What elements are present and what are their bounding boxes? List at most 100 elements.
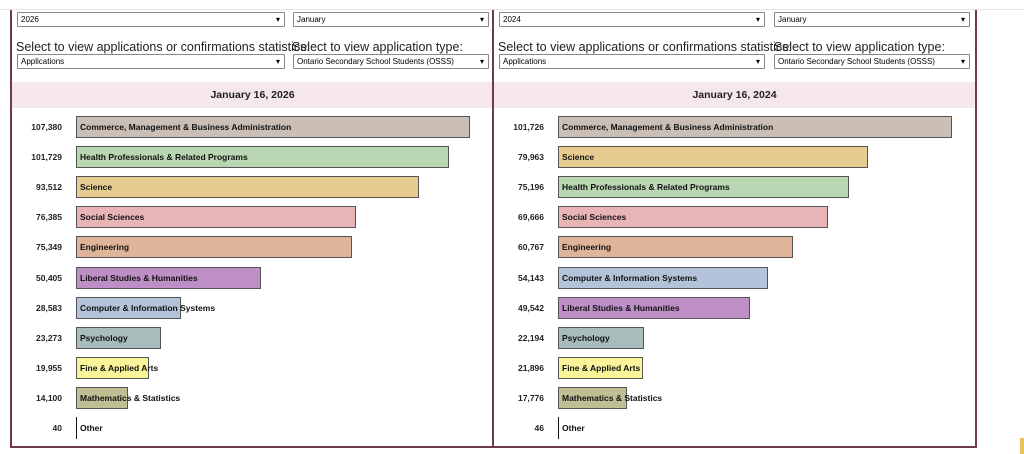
bar-row: 69,666 Social Sciences — [494, 206, 975, 229]
bar[interactable] — [558, 176, 850, 199]
category-label: Psychology — [562, 332, 610, 343]
value-label: 14,100 — [36, 392, 62, 403]
value-label: 23,273 — [36, 332, 62, 343]
bar[interactable] — [558, 146, 868, 169]
month-select[interactable]: January — [293, 12, 489, 27]
category-label: Health Professionals & Related Programs — [562, 182, 730, 193]
stats-select[interactable]: Applications — [17, 54, 285, 69]
value-label: 21,896 — [518, 362, 544, 373]
stats-label: Select to view applications or confirmat… — [16, 40, 310, 54]
app-type-select[interactable]: Ontario Secondary School Students (OSSS) — [774, 54, 970, 69]
bar[interactable] — [558, 386, 627, 409]
bar[interactable] — [558, 266, 768, 289]
category-label: Engineering — [80, 242, 130, 253]
value-label: 69,666 — [518, 212, 544, 223]
value-label: 93,512 — [36, 182, 62, 193]
category-label: Other — [562, 423, 585, 433]
bar-row: 101,726 Commerce, Management & Business A… — [494, 116, 975, 138]
bar-row: 21,896 Fine & Applied Arts — [494, 356, 975, 379]
bar[interactable] — [76, 266, 261, 289]
bar-row: 19,955 Fine & Applied Arts — [12, 356, 493, 379]
category-label: Science — [562, 152, 595, 163]
month-select[interactable]: January — [774, 12, 970, 27]
value-label: 46 — [534, 423, 544, 433]
bar-row: 14,100 Mathematics & Statistics — [12, 386, 493, 409]
value-label: 101,726 — [513, 122, 544, 132]
value-label: 101,729 — [31, 152, 62, 163]
bar[interactable] — [558, 326, 644, 349]
bar-row: 40 Other — [12, 417, 493, 439]
bar[interactable] — [558, 116, 952, 138]
bar-row: 107,380 Commerce, Management & Business A… — [12, 116, 493, 138]
category-label: Commerce, Management & Business Administ… — [80, 122, 292, 132]
chart-panel-left: 2026 January Select to view applications… — [10, 10, 493, 448]
top-divider — [0, 9, 1024, 10]
bar[interactable] — [76, 176, 420, 199]
category-label: Health Professionals & Related Programs — [80, 152, 248, 163]
category-label: Liberal Studies & Humanities — [562, 302, 680, 313]
bar[interactable] — [76, 206, 357, 229]
category-label: Other — [80, 423, 103, 433]
category-label: Computer & Information Systems — [562, 272, 698, 283]
type-label: Select to view application type: — [292, 40, 463, 54]
category-label: Computer & Information Systems — [80, 302, 216, 313]
bar-row: 75,349 Engineering — [12, 236, 493, 259]
bar[interactable] — [76, 386, 128, 409]
value-label: 54,143 — [518, 272, 544, 283]
category-label: Commerce, Management & Business Administ… — [562, 122, 774, 132]
bar[interactable] — [76, 326, 162, 349]
chart-title: January 16, 2026 — [12, 82, 493, 108]
category-label: Fine & Applied Arts — [80, 362, 159, 373]
value-label: 17,776 — [518, 392, 544, 403]
category-label: Psychology — [80, 332, 128, 343]
category-label: Fine & Applied Arts — [562, 362, 641, 373]
bar[interactable] — [558, 417, 559, 439]
type-label: Select to view application type: — [774, 40, 945, 54]
stats-select[interactable]: Applications — [499, 54, 765, 69]
bar[interactable] — [76, 417, 77, 439]
year-select[interactable]: 2026 — [17, 12, 285, 27]
bar-row: 54,143 Computer & Information Systems — [494, 266, 975, 289]
bar[interactable] — [558, 206, 828, 229]
chart-panel-right: 2024 January Select to view applications… — [492, 10, 977, 448]
bar-row: 23,273 Psychology — [12, 326, 493, 349]
chart-title: January 16, 2024 — [494, 82, 975, 108]
value-label: 50,405 — [36, 272, 62, 283]
scrollbar-thumb[interactable] — [1020, 438, 1024, 454]
category-label: Mathematics & Statistics — [562, 392, 663, 403]
bar[interactable] — [76, 356, 150, 379]
bar[interactable] — [76, 146, 450, 169]
bar-row: 93,512 Science — [12, 176, 493, 199]
value-label: 49,542 — [518, 302, 544, 313]
bar[interactable] — [76, 116, 470, 138]
value-label: 22,194 — [518, 332, 544, 343]
category-label: Liberal Studies & Humanities — [80, 272, 198, 283]
bar-row: 60,767 Engineering — [494, 236, 975, 259]
bar[interactable] — [76, 236, 353, 259]
bar-row: 50,405 Liberal Studies & Humanities — [12, 266, 493, 289]
year-select[interactable]: 2024 — [499, 12, 765, 27]
category-label: Social Sciences — [80, 212, 145, 223]
category-label: Mathematics & Statistics — [80, 392, 181, 403]
bar-row: 76,385 Social Sciences — [12, 206, 493, 229]
bar[interactable] — [558, 296, 750, 319]
category-label: Science — [80, 182, 113, 193]
value-label: 75,196 — [518, 182, 544, 193]
category-label: Social Sciences — [562, 212, 627, 223]
bar-row: 28,583 Computer & Information Systems — [12, 296, 493, 319]
value-label: 19,955 — [36, 362, 62, 373]
value-label: 79,963 — [518, 152, 544, 163]
bar[interactable] — [76, 296, 181, 319]
bar[interactable] — [558, 236, 794, 259]
app-type-select[interactable]: Ontario Secondary School Students (OSSS) — [293, 54, 489, 69]
bar-row: 79,963 Science — [494, 146, 975, 169]
bar[interactable] — [558, 356, 643, 379]
bar-row: 17,776 Mathematics & Statistics — [494, 386, 975, 409]
value-label: 28,583 — [36, 302, 62, 313]
bar-row: 101,729 Health Professionals & Related Pr… — [12, 146, 493, 169]
stats-label: Select to view applications or confirmat… — [498, 40, 792, 54]
bar-row: 49,542 Liberal Studies & Humanities — [494, 296, 975, 319]
category-label: Engineering — [562, 242, 612, 253]
bar-row: 46 Other — [494, 417, 975, 439]
value-label: 75,349 — [36, 242, 62, 253]
